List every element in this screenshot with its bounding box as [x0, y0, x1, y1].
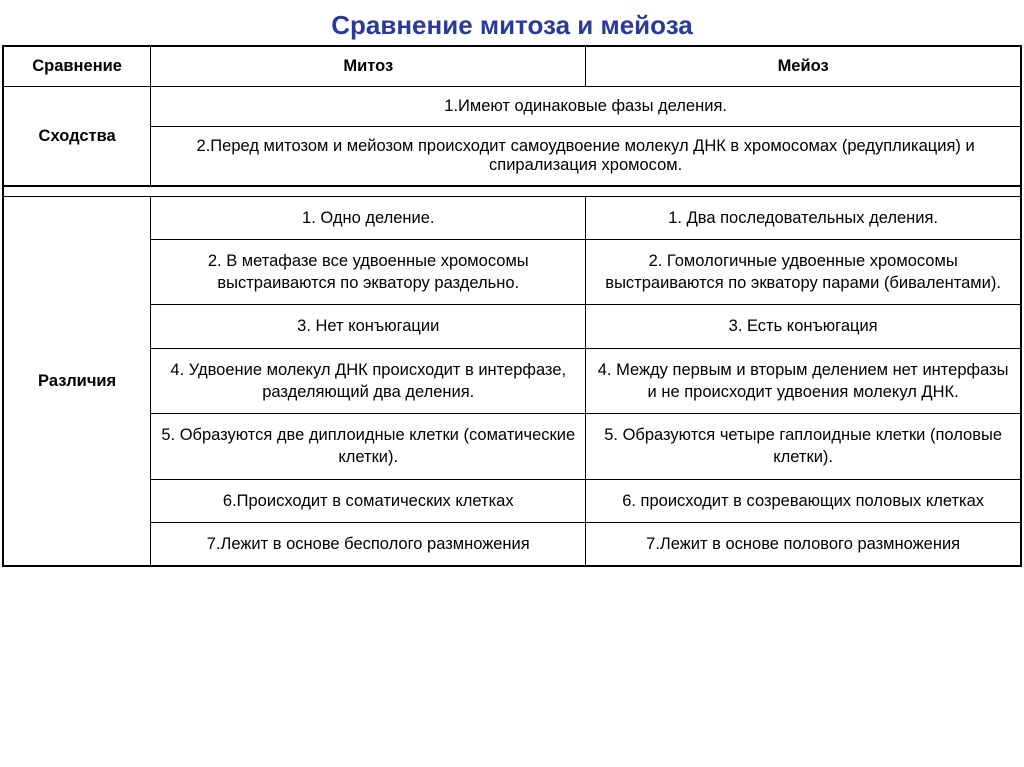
page-container: Сравнение митоза и мейоза Сравнение Мито… [0, 0, 1024, 571]
diff-mitosis-cell: 7.Лежит в основе бесполого размножения [151, 522, 586, 566]
header-meiosis: Мейоз [586, 46, 1021, 87]
section-spacer [3, 186, 1021, 196]
diff-meiosis-cell: 4. Между первым и вторым делением нет ин… [586, 348, 1021, 414]
diff-mitosis-cell: 6.Происходит в соматических клетках [151, 479, 586, 522]
difference-row: 5. Образуются две диплоидные клетки (сом… [3, 414, 1021, 480]
diff-mitosis-cell: 4. Удвоение молекул ДНК происходит в инт… [151, 348, 586, 414]
diff-mitosis-cell: 3. Нет конъюгации [151, 305, 586, 348]
diff-meiosis-cell: 2. Гомологичные удвоенные хромосомы выст… [586, 239, 1021, 305]
page-title: Сравнение митоза и мейоза [2, 10, 1022, 41]
header-row: Сравнение Митоз Мейоз [3, 46, 1021, 87]
header-mitosis: Митоз [151, 46, 586, 87]
difference-row: Различия 1. Одно деление. 1. Два последо… [3, 196, 1021, 239]
diff-meiosis-cell: 6. происходит в созревающих половых клет… [586, 479, 1021, 522]
diff-mitosis-cell: 2. В метафазе все удвоенные хромосомы вы… [151, 239, 586, 305]
diff-mitosis-cell: 1. Одно деление. [151, 196, 586, 239]
difference-row: 2. В метафазе все удвоенные хромосомы вы… [3, 239, 1021, 305]
similarity-cell: 1.Имеют одинаковые фазы деления. [151, 87, 1021, 127]
diff-mitosis-cell: 5. Образуются две диплоидные клетки (сом… [151, 414, 586, 480]
diff-meiosis-cell: 7.Лежит в основе полового размножения [586, 522, 1021, 566]
similarity-cell: 2.Перед митозом и мейозом происходит сам… [151, 127, 1021, 187]
diff-meiosis-cell: 1. Два последовательных деления. [586, 196, 1021, 239]
diff-meiosis-cell: 5. Образуются четыре гаплоидные клетки (… [586, 414, 1021, 480]
difference-row: 6.Происходит в соматических клетках 6. п… [3, 479, 1021, 522]
header-compare: Сравнение [3, 46, 151, 87]
difference-row: 7.Лежит в основе бесполого размножения 7… [3, 522, 1021, 566]
difference-row: 4. Удвоение молекул ДНК происходит в инт… [3, 348, 1021, 414]
comparison-table: Сравнение Митоз Мейоз Сходства 1.Имеют о… [2, 45, 1022, 567]
similarity-row: Сходства 1.Имеют одинаковые фазы деления… [3, 87, 1021, 127]
differences-label: Различия [3, 196, 151, 566]
similarity-row: 2.Перед митозом и мейозом происходит сам… [3, 127, 1021, 187]
similarities-label: Сходства [3, 87, 151, 187]
difference-row: 3. Нет конъюгации 3. Есть конъюгация [3, 305, 1021, 348]
diff-meiosis-cell: 3. Есть конъюгация [586, 305, 1021, 348]
